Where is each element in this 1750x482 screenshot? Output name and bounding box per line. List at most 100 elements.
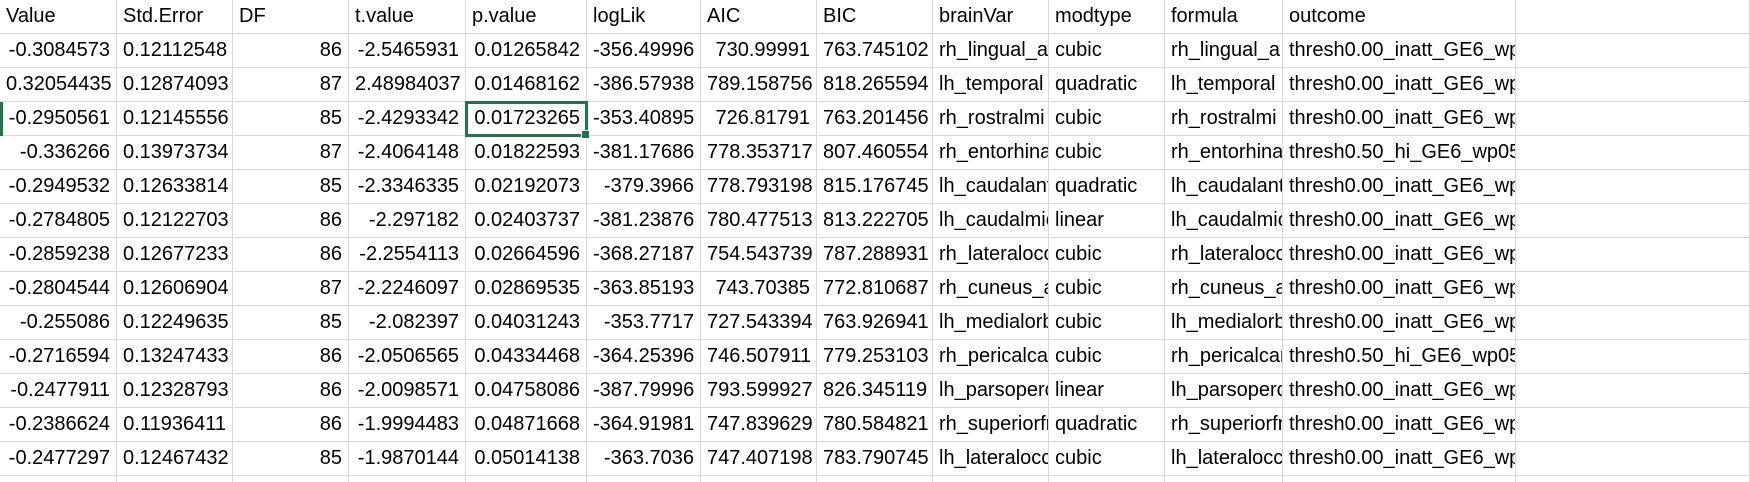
- column-header-value[interactable]: Value: [0, 0, 117, 34]
- cell-outcome[interactable]: thresh0.00_inatt_GE6_wp05: [1283, 476, 1516, 482]
- cell-df[interactable]: 85: [233, 442, 349, 476]
- cell-outcome[interactable]: thresh0.00_inatt_GE6_wp05: [1283, 272, 1516, 306]
- cell-std-error[interactable]: 0.12328793: [117, 374, 233, 408]
- cell-bic[interactable]: 815.176745: [817, 170, 933, 204]
- cell-formula[interactable]: rh_pericalcar: [1165, 340, 1283, 374]
- column-header-empty-a[interactable]: [1516, 0, 1750, 34]
- cell-loglik[interactable]: -368.27187: [587, 238, 701, 272]
- cell-modtype[interactable]: cubic: [1049, 306, 1165, 340]
- cell-p-value[interactable]: 0.02192073: [466, 170, 587, 204]
- cell-empty-a[interactable]: [1516, 272, 1750, 306]
- cell-brainvar[interactable]: lh_lateralocc: [933, 442, 1049, 476]
- cell-p-value[interactable]: 0.04031243: [466, 306, 587, 340]
- cell-aic[interactable]: 778.793198: [701, 170, 817, 204]
- cell-brainvar[interactable]: rh_pericalcar: [933, 340, 1049, 374]
- cell-formula[interactable]: lh_lateralocc: [1165, 442, 1283, 476]
- cell-aic[interactable]: 780.477513: [701, 204, 817, 238]
- cell-value[interactable]: -0.2784805: [0, 204, 117, 238]
- cell-loglik[interactable]: -381.23876: [587, 204, 701, 238]
- cell-p-value[interactable]: 0.05014138: [466, 442, 587, 476]
- cell-p-value[interactable]: 0.01723265: [466, 102, 587, 136]
- cell-loglik[interactable]: -356.49996: [587, 34, 701, 68]
- cell-empty-a[interactable]: [1516, 408, 1750, 442]
- cell-std-error[interactable]: 0.12874093: [117, 68, 233, 102]
- cell-loglik[interactable]: -386.57938: [587, 68, 701, 102]
- cell-bic[interactable]: 763.201456: [817, 102, 933, 136]
- cell-t-value[interactable]: -1.9870144: [349, 442, 466, 476]
- cell-modtype[interactable]: quadratic: [1049, 170, 1165, 204]
- cell-p-value[interactable]: 0.05582132: [466, 476, 587, 482]
- cell-p-value[interactable]: 0.02403737: [466, 204, 587, 238]
- cell-modtype[interactable]: cubic: [1049, 238, 1165, 272]
- cell-std-error[interactable]: 0.12467432: [117, 442, 233, 476]
- cell-bic[interactable]: 826.345119: [817, 374, 933, 408]
- column-header-outcome[interactable]: outcome: [1283, 0, 1516, 34]
- cell-std-error[interactable]: 0.12145556: [117, 102, 233, 136]
- cell-p-value[interactable]: 0.04871668: [466, 408, 587, 442]
- column-header-formula[interactable]: formula: [1165, 0, 1283, 34]
- cell-loglik[interactable]: -364.25396: [587, 340, 701, 374]
- cell-brainvar[interactable]: lh_caudalant: [933, 170, 1049, 204]
- cell-t-value[interactable]: -2.2554113: [349, 238, 466, 272]
- cell-value[interactable]: -0.255086: [0, 306, 117, 340]
- cell-df[interactable]: 86: [233, 34, 349, 68]
- cell-df[interactable]: 85: [233, 476, 349, 482]
- cell-modtype[interactable]: cubic: [1049, 340, 1165, 374]
- cell-empty-a[interactable]: [1516, 170, 1750, 204]
- cell-loglik[interactable]: -353.7717: [587, 306, 701, 340]
- cell-value[interactable]: -0.2477297: [0, 442, 117, 476]
- cell-outcome[interactable]: thresh0.00_inatt_GE6_wp05: [1283, 442, 1516, 476]
- cell-brainvar[interactable]: lh_caudalmic: [933, 204, 1049, 238]
- cell-modtype[interactable]: quadratic: [1049, 68, 1165, 102]
- cell-bic[interactable]: 818.265594: [817, 68, 933, 102]
- cell-outcome[interactable]: thresh0.00_inatt_GE6_wp05: [1283, 34, 1516, 68]
- cell-std-error[interactable]: 0.13973734: [117, 136, 233, 170]
- cell-t-value[interactable]: -2.0506565: [349, 340, 466, 374]
- cell-formula[interactable]: lh_inferiorte: [1165, 476, 1283, 482]
- cell-std-error[interactable]: 0.12112548: [117, 34, 233, 68]
- column-header-std-error[interactable]: Std.Error: [117, 0, 233, 34]
- cell-aic[interactable]: 730.99991: [701, 34, 817, 68]
- cell-p-value[interactable]: 0.01265842: [466, 34, 587, 68]
- cell-loglik[interactable]: -387.79996: [587, 374, 701, 408]
- cell-modtype[interactable]: cubic: [1049, 136, 1165, 170]
- cell-empty-a[interactable]: [1516, 238, 1750, 272]
- cell-brainvar[interactable]: lh_medialorb: [933, 306, 1049, 340]
- cell-formula[interactable]: rh_entorhina: [1165, 136, 1283, 170]
- cell-aic[interactable]: 743.70385: [701, 272, 817, 306]
- cell-bic[interactable]: 789.095294: [817, 476, 933, 482]
- cell-brainvar[interactable]: rh_lateralocc: [933, 238, 1049, 272]
- cell-loglik[interactable]: -363.85193: [587, 272, 701, 306]
- cell-brainvar[interactable]: rh_lingual_a: [933, 34, 1049, 68]
- cell-modtype[interactable]: linear: [1049, 204, 1165, 238]
- column-header-brainvar[interactable]: brainVar: [933, 0, 1049, 34]
- cell-outcome[interactable]: thresh0.00_inatt_GE6_wp05: [1283, 306, 1516, 340]
- cell-empty-a[interactable]: [1516, 34, 1750, 68]
- cell-bic[interactable]: 787.288931: [817, 238, 933, 272]
- cell-bic[interactable]: 813.222705: [817, 204, 933, 238]
- cell-aic[interactable]: 754.543739: [701, 238, 817, 272]
- column-header-loglik[interactable]: logLik: [587, 0, 701, 34]
- cell-aic[interactable]: 793.599927: [701, 374, 817, 408]
- cell-modtype[interactable]: cubic: [1049, 34, 1165, 68]
- cell-empty-a[interactable]: [1516, 68, 1750, 102]
- cell-formula[interactable]: lh_caudalant: [1165, 170, 1283, 204]
- cell-p-value[interactable]: 0.01822593: [466, 136, 587, 170]
- cell-bic[interactable]: 783.790745: [817, 442, 933, 476]
- cell-std-error[interactable]: 0.12249635: [117, 306, 233, 340]
- cell-df[interactable]: 87: [233, 136, 349, 170]
- cell-loglik[interactable]: -366.35587: [587, 476, 701, 482]
- cell-outcome[interactable]: thresh0.00_inatt_GE6_wp05: [1283, 68, 1516, 102]
- cell-p-value[interactable]: 0.04334468: [466, 340, 587, 374]
- cell-empty-a[interactable]: [1516, 476, 1750, 482]
- column-header-df[interactable]: DF: [233, 0, 349, 34]
- cell-modtype[interactable]: cubic: [1049, 476, 1165, 482]
- cell-brainvar[interactable]: rh_cuneus_a: [933, 272, 1049, 306]
- cell-brainvar[interactable]: rh_entorhina: [933, 136, 1049, 170]
- cell-outcome[interactable]: thresh0.00_inatt_GE6_wp05: [1283, 374, 1516, 408]
- cell-df[interactable]: 86: [233, 374, 349, 408]
- cell-outcome[interactable]: thresh0.00_inatt_GE6_wp05: [1283, 102, 1516, 136]
- cell-empty-a[interactable]: [1516, 306, 1750, 340]
- cell-df[interactable]: 87: [233, 272, 349, 306]
